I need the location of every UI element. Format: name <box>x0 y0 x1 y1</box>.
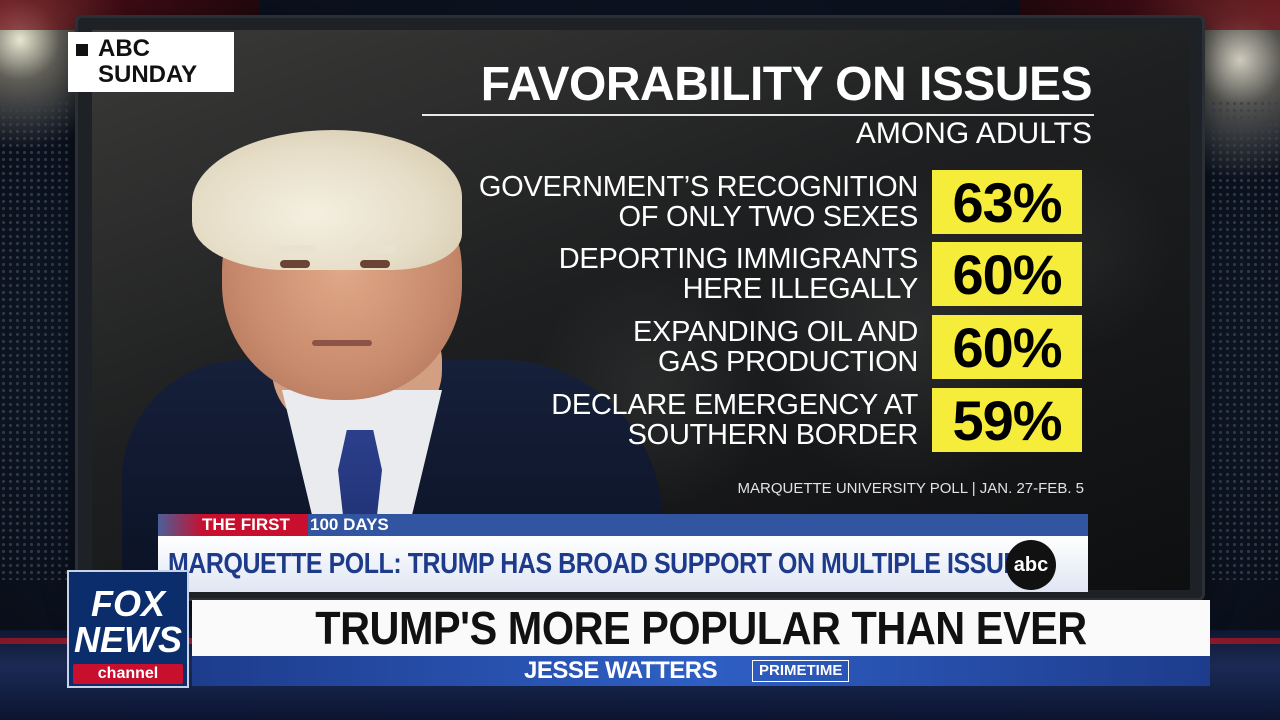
logo-fox: FOX <box>90 583 165 624</box>
poll-graphic: FAVORABILITY ON ISSUES AMONG ADULTS GOVE… <box>92 30 1190 590</box>
abc-headline: MARQUETTE POLL: TRUMP HAS BROAD SUPPORT … <box>168 548 1036 580</box>
abc-lower-third: MARQUETTE POLL: TRUMP HAS BROAD SUPPORT … <box>158 536 1088 592</box>
issue-label-line: GOVERNMENT’S RECOGNITION <box>478 171 918 203</box>
abc-logo-icon: abc <box>1006 540 1056 590</box>
speaker-grille-left <box>0 100 70 580</box>
tag-blue-text: 100 DAYS <box>310 515 389 534</box>
portrait-brow <box>352 245 396 253</box>
tag-red-segment <box>158 514 308 536</box>
issue-label: GOVERNMENT’S RECOGNITION OF ONLY TWO SEX… <box>402 172 918 232</box>
abc-sunday-bug: ABC SUNDAY <box>68 32 234 92</box>
issue-label-line: SOUTHERN BORDER <box>627 419 919 451</box>
issue-percent: 60% <box>932 315 1082 379</box>
show-tag: PRIMETIME <box>752 660 850 682</box>
show-name: JESSE WATTERS <box>524 657 718 684</box>
bug-line: ABC <box>98 35 150 62</box>
abc-topic-tag: THE FIRST 100 DAYS <box>158 514 1088 536</box>
bullet-square-icon <box>76 44 88 56</box>
issue-label: EXPANDING OIL AND GAS PRODUCTION <box>402 317 918 377</box>
portrait-eye <box>360 260 390 268</box>
poll-source: MARQUETTE UNIVERSITY POLL | JAN. 27-FEB.… <box>737 480 1084 497</box>
portrait-mouth <box>312 340 372 346</box>
logo-news: NEWS <box>74 619 182 660</box>
portrait-brow <box>272 245 316 253</box>
portrait-eye <box>280 260 310 268</box>
issue-label-line: EXPANDING OIL AND <box>633 316 918 348</box>
bug-line: SUNDAY <box>98 61 198 88</box>
issue-label-line: HERE ILLEGALLY <box>682 273 919 305</box>
issue-label: DEPORTING IMMIGRANTS HERE ILLEGALLY <box>402 243 919 305</box>
fox-news-logo: FOX NEWS channel <box>67 570 189 688</box>
graphic-subtitle: AMONG ADULTS <box>855 117 1092 150</box>
issue-label-line: DECLARE EMERGENCY AT <box>551 389 918 421</box>
fox-chyron: TRUMP'S MORE POPULAR THAN EVER <box>192 600 1210 656</box>
issue-label: DECLARE EMERGENCY AT SOUTHERN BORDER <box>402 390 918 450</box>
issue-label-line: OF ONLY TWO SEXES <box>618 201 919 233</box>
show-name-bar: JESSE WATTERS PRIMETIME <box>192 656 1210 686</box>
issue-label-line: DEPORTING IMMIGRANTS <box>558 243 919 275</box>
issue-percent: 60% <box>932 242 1082 306</box>
speaker-grille-right <box>1210 100 1280 580</box>
tag-red-text: THE FIRST <box>202 515 290 534</box>
portrait-hair <box>192 130 462 270</box>
chyron-headline: TRUMP'S MORE POPULAR THAN EVER <box>315 602 1087 654</box>
logo-channel: channel <box>73 664 183 684</box>
issue-percent: 59% <box>932 388 1082 452</box>
title-divider <box>422 114 1094 116</box>
issue-label-line: GAS PRODUCTION <box>657 346 918 378</box>
graphic-title: FAVORABILITY ON ISSUES <box>480 58 1093 111</box>
issue-percent: 63% <box>932 170 1082 234</box>
